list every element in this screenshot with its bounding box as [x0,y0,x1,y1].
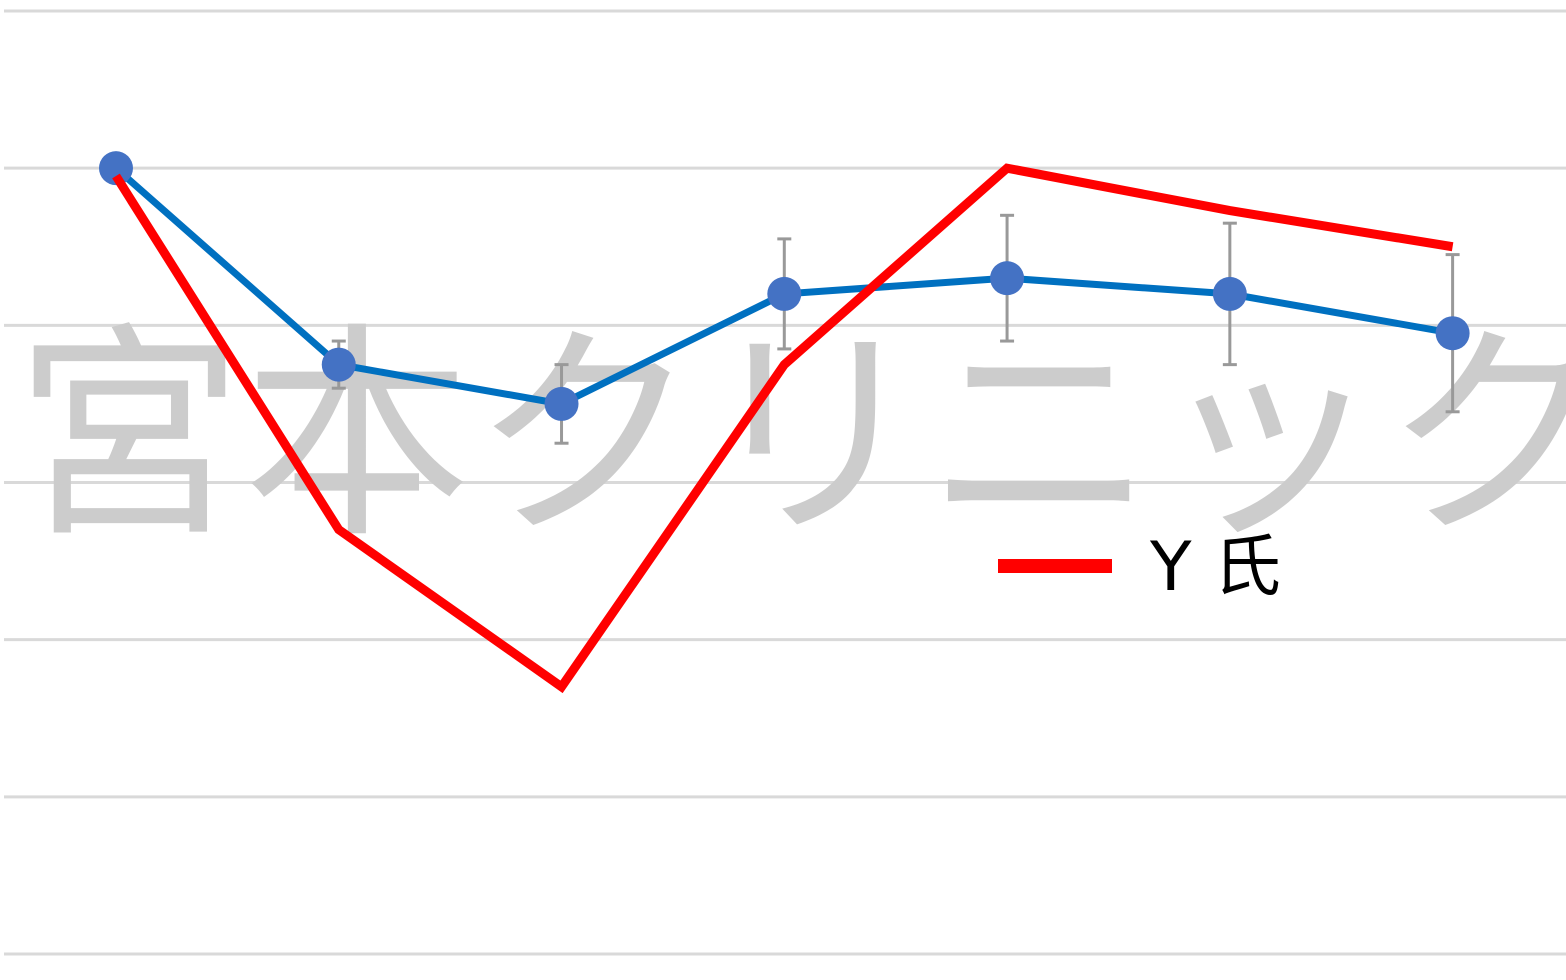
watermark: 宮本クリニック [15,303,1566,569]
marker [990,261,1025,296]
marker [1212,276,1247,311]
marker [321,347,356,382]
series-line [112,163,1454,694]
marker [98,151,133,186]
legend-label: Y 氏 [1149,528,1281,607]
marker [767,276,802,311]
marker [1435,316,1470,351]
marker [544,386,579,421]
